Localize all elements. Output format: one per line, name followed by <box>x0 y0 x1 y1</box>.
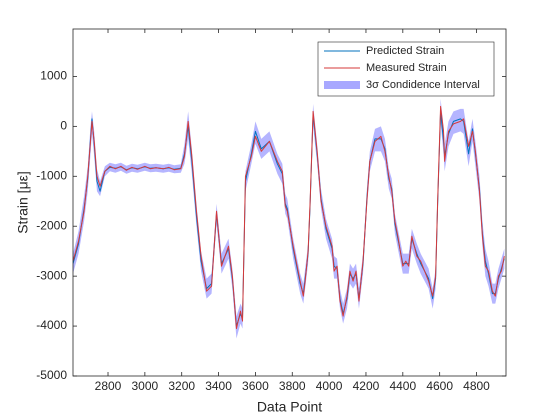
y-tick-label: -2000 <box>36 218 67 232</box>
x-tick-label: 4000 <box>316 379 343 393</box>
axes-layer: 2800 3000 3200 3400 3600 3800 4000 4200 4400 4600… <box>36 29 506 393</box>
x-tick-label: 4200 <box>353 379 380 393</box>
y-tick-label: -4000 <box>36 318 67 332</box>
y-tick-label: -3000 <box>36 268 67 282</box>
y-tick-label: 1000 <box>40 69 67 83</box>
legend-label: Predicted Strain <box>366 45 444 57</box>
x-tick-label: 4600 <box>426 379 453 393</box>
plot-layer <box>73 98 505 339</box>
y-tick-label: -5000 <box>36 368 67 382</box>
legend-swatch <box>324 81 360 89</box>
y-tick-label: -1000 <box>36 168 67 182</box>
x-tick-label: 3200 <box>168 379 195 393</box>
x-tick-label: 4400 <box>389 379 416 393</box>
y-axis-label: Strain [με] <box>15 171 31 234</box>
axes-box <box>72 28 507 377</box>
y-tick-label: 0 <box>60 119 67 133</box>
x-tick-label: 3000 <box>132 379 159 393</box>
legend: Predicted Strain Measured Strain 3σ Condid… <box>317 41 495 97</box>
legend-label: 3σ Condidence Interval <box>366 79 480 91</box>
x-tick-label: 3400 <box>205 379 232 393</box>
x-tick-label: 3800 <box>279 379 306 393</box>
series-line <box>73 105 505 330</box>
legend-label: Measured Strain <box>366 62 447 74</box>
x-tick-label: 2800 <box>95 379 122 393</box>
x-axis-label: Data Point <box>257 399 322 415</box>
x-tick-label: 4800 <box>463 379 490 393</box>
x-tick-label: 3600 <box>242 379 269 393</box>
